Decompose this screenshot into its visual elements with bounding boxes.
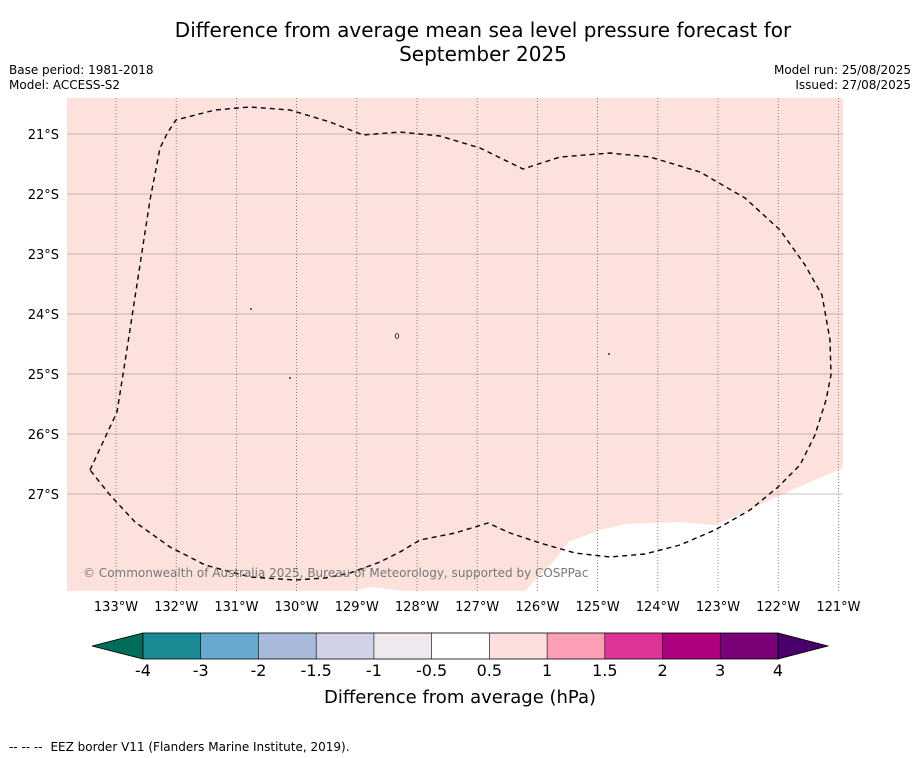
colorbar-tick-label: -2 — [250, 661, 266, 680]
colorbar-tick-label: 0.5 — [477, 661, 502, 680]
colorbar-tick-labels: -4 -3 -2 -1.5 -1 -0.5 0.5 1 1.5 2 3 4 — [135, 661, 783, 680]
latitude-label: 24°S — [28, 308, 59, 323]
colorbar-segment — [547, 633, 606, 659]
base-period: Base period: 1981-2018 — [9, 63, 154, 77]
colorbar-tick-label: -0.5 — [416, 661, 447, 680]
colorbar-segment — [604, 633, 663, 659]
island-markers — [250, 308, 610, 379]
colorbar-tick-label: -4 — [135, 661, 151, 680]
longitude-label: 131°W — [214, 600, 258, 615]
colorbar-tick-label: -1 — [366, 661, 382, 680]
colorbar-tick-label: 4 — [773, 661, 783, 680]
map-title: Difference from average mean sea level p… — [0, 18, 919, 66]
longitude-label: 126°W — [515, 600, 559, 615]
longitude-label: 133°W — [94, 600, 138, 615]
colorbar-tick-label: -3 — [193, 661, 209, 680]
colorbar-segment — [720, 633, 779, 659]
model-run: Model run: 25/08/2025 — [773, 63, 911, 77]
latitude-label: 22°S — [28, 188, 59, 203]
latitude-label: 21°S — [28, 128, 59, 143]
colorbar-segment — [662, 633, 721, 659]
latitude-gridlines — [67, 133, 843, 495]
eez-legend-dash: -- -- -- — [9, 740, 43, 754]
colorbar-tick-label: 3 — [715, 661, 725, 680]
longitude-label: 125°W — [576, 600, 620, 615]
eez-border — [89, 106, 832, 581]
latitude-label: 27°S — [28, 488, 59, 503]
colorbar-tick-label: 2 — [657, 661, 667, 680]
title-line-1: Difference from average mean sea level p… — [174, 18, 792, 42]
map-panel: © Commonwealth of Australia 2025, Bureau… — [67, 98, 843, 591]
eez-legend-text: EEZ border V11 (Flanders Marine Institut… — [50, 740, 350, 754]
latitude-labels: 21°S 22°S 23°S 24°S 25°S 26°S 27°S — [28, 128, 59, 503]
colorbar-segment — [489, 633, 548, 659]
colorbar-tick-label: -1.5 — [301, 661, 332, 680]
island-marker — [394, 333, 400, 339]
pressure-anomaly-fill — [67, 98, 843, 591]
colorbar-segment — [143, 633, 202, 659]
colorbar-over-arrow — [777, 632, 830, 660]
colorbar-segment — [431, 633, 490, 659]
longitude-label: 121°W — [816, 600, 860, 615]
island-marker — [608, 353, 610, 355]
colorbar-under-arrow — [91, 632, 144, 660]
colorbar: -4 -3 -2 -1.5 -1 -0.5 0.5 1 1.5 2 3 4 Difference fr… — [91, 632, 830, 708]
island-marker — [289, 377, 291, 379]
colorbar-label: Difference from average (hPa) — [324, 687, 596, 708]
longitude-labels: 133°W 132°W 131°W 130°W 129°W 128°W 127°W 126°W… — [94, 600, 861, 615]
colorbar-outline — [142, 632, 779, 660]
longitude-label: 123°W — [696, 600, 740, 615]
issued-date: Issued: 27/08/2025 — [795, 78, 911, 92]
longitude-label: 122°W — [756, 600, 800, 615]
island-marker — [250, 308, 252, 310]
latitude-label: 26°S — [28, 428, 59, 443]
colorbar-segments — [143, 633, 779, 659]
footnote: -- -- -- EEZ border V11 (Flanders Marine… — [9, 740, 350, 754]
meta-left: Base period: 1981-2018 Model: ACCESS-S2 — [9, 63, 154, 93]
title-line-2: September 2025 — [399, 42, 567, 66]
colorbar-segment — [258, 633, 317, 659]
longitude-gridlines — [115, 98, 839, 591]
model-name: Model: ACCESS-S2 — [9, 78, 121, 92]
longitude-label: 130°W — [275, 600, 319, 615]
longitude-label: 128°W — [395, 600, 439, 615]
longitude-label: 132°W — [154, 600, 198, 615]
colorbar-tick-label: 1 — [542, 661, 552, 680]
meta-right: Model run: 25/08/2025 Issued: 27/08/2025 — [774, 63, 911, 93]
longitude-label: 124°W — [636, 600, 680, 615]
colorbar-segment — [316, 633, 375, 659]
latitude-label: 25°S — [28, 368, 59, 383]
colorbar-segment — [373, 633, 432, 659]
latitude-label: 23°S — [28, 248, 59, 263]
colorbar-segment — [200, 633, 259, 659]
longitude-label: 129°W — [335, 600, 379, 615]
colorbar-tick-label: 1.5 — [592, 661, 617, 680]
longitude-label: 127°W — [455, 600, 499, 615]
copyright-text: © Commonwealth of Australia 2025, Bureau… — [83, 566, 588, 580]
